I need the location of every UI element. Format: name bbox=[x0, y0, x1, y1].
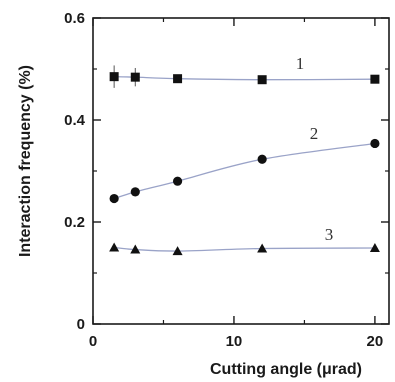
data-point-series-2 bbox=[370, 138, 380, 149]
data-point-series-3 bbox=[369, 243, 380, 253]
series-label-2: 2 bbox=[310, 124, 319, 143]
y-axis-title: Interaction frequency (%) bbox=[17, 65, 34, 257]
data-point-series-3 bbox=[172, 246, 183, 256]
y-tick-label: 0.4 bbox=[64, 112, 86, 129]
fit-line-series-2 bbox=[113, 142, 375, 200]
data-point-series-3 bbox=[257, 243, 268, 253]
fit-line-series-3 bbox=[114, 246, 375, 252]
series-labels: 1 2 3 bbox=[296, 54, 334, 244]
x-axis-title: Cutting angle (μrad) bbox=[210, 361, 362, 378]
axes: 0 10 20 0 0.2 0.4 0.6 bbox=[64, 10, 390, 350]
data-point-series-3 bbox=[109, 242, 120, 252]
data-point-series-1 bbox=[257, 75, 267, 85]
y-tick-label: 0.6 bbox=[64, 10, 85, 27]
data-point-series-1 bbox=[370, 74, 380, 84]
y-tick-label: 0.2 bbox=[64, 214, 85, 231]
x-tick-label: 20 bbox=[367, 333, 384, 350]
data-point-series-1 bbox=[130, 72, 140, 82]
data-markers bbox=[109, 72, 380, 256]
x-tick-label: 10 bbox=[226, 333, 243, 350]
plot-frame bbox=[92, 17, 390, 325]
fit-lines bbox=[113, 76, 375, 252]
series-label-3: 3 bbox=[325, 225, 334, 244]
data-point-series-1 bbox=[173, 74, 183, 84]
x-tick-label: 0 bbox=[89, 333, 97, 350]
data-point-series-2 bbox=[172, 176, 183, 186]
data-point-series-2 bbox=[257, 154, 267, 164]
series-label-1: 1 bbox=[296, 54, 305, 73]
data-point-series-2 bbox=[109, 193, 119, 204]
data-point-series-3 bbox=[130, 244, 141, 254]
fit-line-series-1 bbox=[114, 76, 375, 81]
data-point-series-1 bbox=[109, 72, 119, 82]
data-point-series-2 bbox=[130, 187, 140, 197]
y-tick-label: 0 bbox=[77, 316, 85, 333]
